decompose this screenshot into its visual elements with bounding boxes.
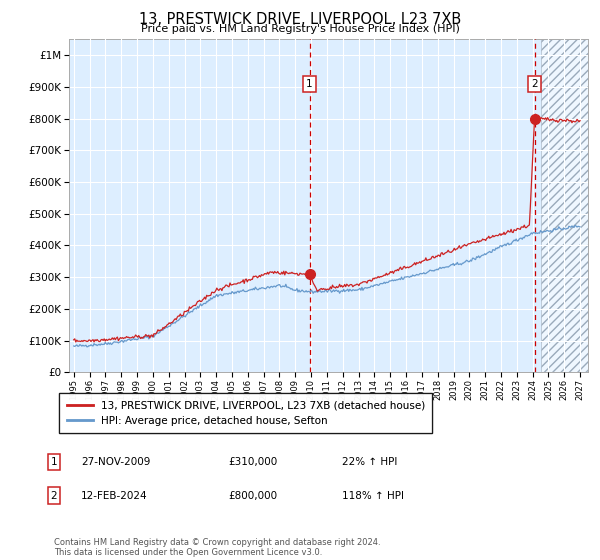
- Text: £310,000: £310,000: [228, 457, 277, 467]
- Text: 12-FEB-2024: 12-FEB-2024: [81, 491, 148, 501]
- Bar: [541, 39, 588, 372]
- Text: Contains HM Land Registry data © Crown copyright and database right 2024.
This d: Contains HM Land Registry data © Crown c…: [54, 538, 380, 557]
- Text: 118% ↑ HPI: 118% ↑ HPI: [342, 491, 404, 501]
- Text: 2: 2: [50, 491, 58, 501]
- Text: Price paid vs. HM Land Registry's House Price Index (HPI): Price paid vs. HM Land Registry's House …: [140, 24, 460, 34]
- Text: £800,000: £800,000: [228, 491, 277, 501]
- Text: 2: 2: [531, 79, 538, 89]
- Text: 1: 1: [306, 79, 313, 89]
- Legend: 13, PRESTWICK DRIVE, LIVERPOOL, L23 7XB (detached house), HPI: Average price, de: 13, PRESTWICK DRIVE, LIVERPOOL, L23 7XB …: [59, 393, 433, 433]
- Text: 1: 1: [50, 457, 58, 467]
- Text: 13, PRESTWICK DRIVE, LIVERPOOL, L23 7XB: 13, PRESTWICK DRIVE, LIVERPOOL, L23 7XB: [139, 12, 461, 27]
- Text: 22% ↑ HPI: 22% ↑ HPI: [342, 457, 397, 467]
- Text: 27-NOV-2009: 27-NOV-2009: [81, 457, 151, 467]
- Bar: [541, 39, 588, 372]
